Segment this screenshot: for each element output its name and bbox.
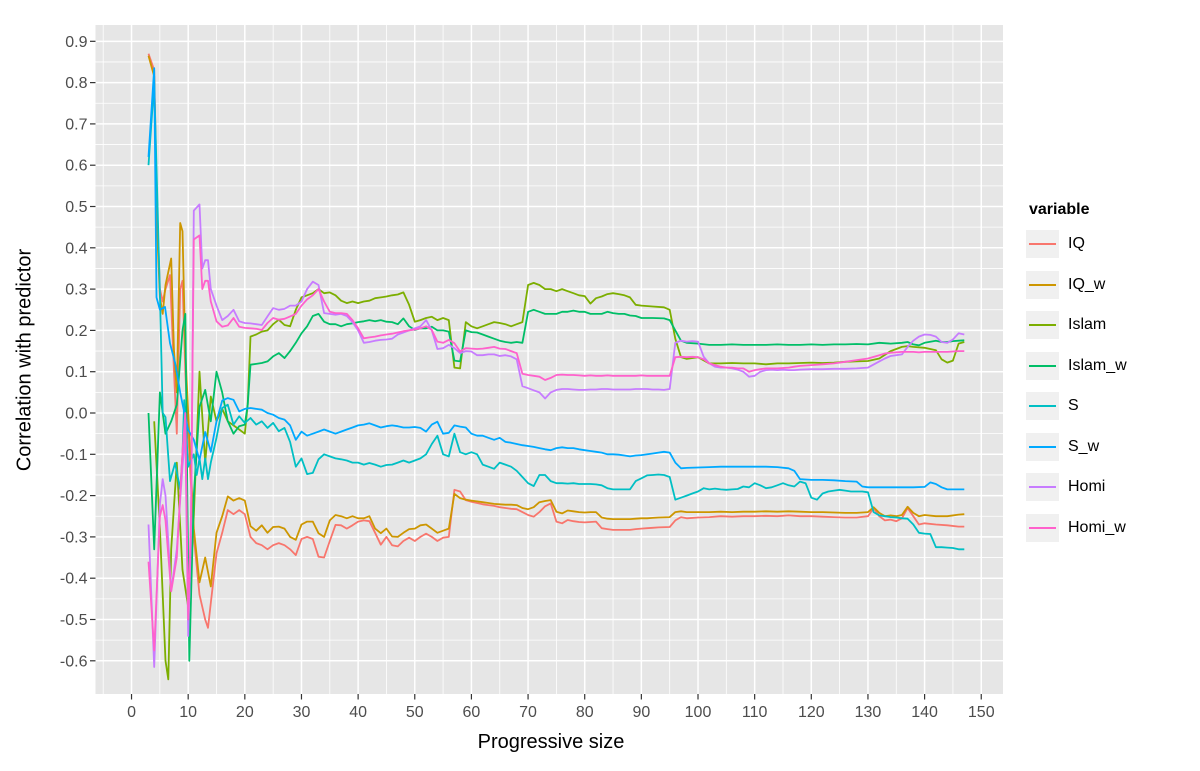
legend: variable IQ IQ_w Islam Islam_w S S_w Homi Homi_… — [1026, 200, 1200, 554]
legend-item-IQ: IQ — [1026, 230, 1200, 258]
x-tick-label: 80 — [576, 704, 594, 721]
legend-key-swatch — [1026, 270, 1059, 299]
legend-key-swatch — [1026, 513, 1059, 542]
y-tick-label: 0.7 — [65, 116, 87, 133]
y-tick-label: -0.5 — [60, 612, 88, 629]
x-tick-label: 50 — [406, 704, 424, 721]
y-tick-label: 0.3 — [65, 282, 87, 299]
x-tick-label: 20 — [236, 704, 254, 721]
x-tick-label: 150 — [968, 704, 995, 721]
y-tick-label: 0.0 — [65, 406, 87, 423]
legend-label: IQ_w — [1068, 275, 1106, 293]
y-tick-label: -0.6 — [60, 653, 88, 670]
series-line-S — [147, 81, 965, 551]
legend-item-Homi: Homi — [1026, 473, 1200, 501]
x-tick-label: 60 — [463, 704, 481, 721]
x-tick-label: 110 — [742, 704, 768, 721]
x-axis-title: Progressive size — [477, 731, 625, 753]
plot-panel — [95, 25, 1003, 694]
y-tick-label: -0.3 — [60, 529, 88, 546]
x-tick-label: 10 — [179, 704, 197, 721]
series-line-Homi — [147, 203, 965, 668]
x-tick-label: 30 — [293, 704, 311, 721]
legend-key-swatch — [1026, 230, 1059, 258]
series-line-S_w — [147, 67, 965, 491]
x-tick-label: 130 — [855, 704, 882, 721]
x-tick-label: 100 — [685, 704, 712, 721]
series-lines — [147, 53, 965, 681]
x-tick-label: 0 — [127, 704, 136, 721]
legend-key-swatch — [1026, 392, 1059, 420]
legend-label: Homi — [1068, 478, 1106, 495]
legend-item-Homi_w: Homi_w — [1026, 513, 1200, 542]
y-tick-label: -0.2 — [60, 488, 88, 505]
legend-item-S: S — [1026, 392, 1200, 420]
legend-item-S_w: S_w — [1026, 432, 1200, 461]
y-axis-title: Correlation with predictor — [13, 248, 36, 472]
y-tick-label: -0.1 — [60, 447, 88, 464]
series-line-Homi_w — [147, 234, 965, 652]
legend-item-Islam: Islam — [1026, 311, 1200, 339]
legend-title: variable — [1029, 201, 1090, 218]
legend-label: Islam_w — [1068, 356, 1127, 374]
series-line-Islam_w — [147, 308, 965, 662]
x-tick-label: 70 — [519, 704, 537, 721]
legend-key-swatch — [1026, 432, 1059, 461]
legend-key-swatch — [1026, 351, 1059, 380]
legend-key-swatch — [1026, 311, 1059, 339]
series-line-IQ_w — [147, 55, 965, 588]
legend-label: Homi_w — [1068, 518, 1126, 536]
x-tick-label: 120 — [798, 704, 825, 721]
legend-key-swatch — [1026, 473, 1059, 501]
y-tick-label: 0.5 — [65, 199, 87, 216]
legend-label: S — [1068, 397, 1079, 414]
series-line-IQ — [147, 53, 965, 629]
y-tick-label: 0.1 — [65, 364, 87, 381]
legend-item-IQ_w: IQ_w — [1026, 270, 1200, 299]
y-tick-label: 0.2 — [65, 323, 87, 340]
y-tick-label: 0.6 — [65, 158, 87, 175]
legend-items: IQ IQ_w Islam Islam_w S S_w Homi Homi_w — [1026, 230, 1200, 542]
legend-item-Islam_w: Islam_w — [1026, 351, 1200, 380]
y-tick-label: -0.4 — [60, 571, 88, 588]
y-tick-label: 0.4 — [65, 240, 87, 257]
legend-label: IQ — [1068, 235, 1085, 252]
series-line-Islam — [153, 281, 965, 681]
x-tick-label: 140 — [911, 704, 938, 721]
legend-label: Islam — [1068, 316, 1107, 333]
y-tick-label: 0.9 — [65, 34, 87, 51]
legend-label: S_w — [1068, 437, 1100, 455]
y-tick-label: 0.8 — [65, 75, 87, 92]
x-tick-label: 90 — [632, 704, 650, 721]
x-tick-label: 40 — [349, 704, 367, 721]
